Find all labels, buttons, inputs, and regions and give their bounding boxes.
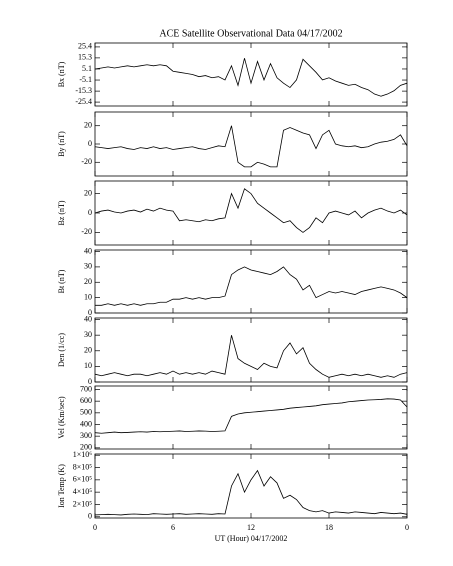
data-line bbox=[94, 398, 408, 434]
y-tick-label: 10 bbox=[84, 292, 92, 301]
panel-frame bbox=[94, 317, 408, 383]
y-tick-label: 0 bbox=[88, 308, 92, 317]
y-axis-label: Ion Temp (K) bbox=[57, 464, 66, 508]
panel-frame bbox=[94, 42, 408, 107]
y-axis-label: Vel (Km/sec) bbox=[57, 396, 66, 439]
y-tick-label: 4×10⁵ bbox=[73, 487, 93, 496]
y-axis-label: Den (1/cc) bbox=[57, 333, 66, 367]
x-tick-label: 6 bbox=[171, 523, 175, 532]
y-axis-label: Bz (nT) bbox=[57, 200, 66, 225]
y-tick-label: -5.1 bbox=[79, 75, 92, 84]
y-tick-label: 40 bbox=[84, 246, 92, 255]
y-tick-label: 15.3 bbox=[78, 53, 92, 62]
data-line bbox=[94, 58, 408, 97]
y-tick-label: 0 bbox=[88, 512, 92, 521]
y-tick-label: 30 bbox=[84, 330, 92, 339]
y-tick-label: 600 bbox=[80, 396, 92, 405]
x-tick-label: 18 bbox=[325, 523, 333, 532]
y-tick-label: 6×10⁵ bbox=[73, 475, 93, 484]
y-tick-label: -15.3 bbox=[75, 86, 92, 95]
y-tick-label: 10 bbox=[84, 361, 92, 370]
y-tick-label: 200 bbox=[80, 443, 92, 452]
y-tick-label: 8×10⁵ bbox=[73, 462, 93, 471]
x-tick-label: 0 bbox=[93, 523, 97, 532]
y-tick-label: 20 bbox=[84, 188, 92, 197]
y-tick-label: 20 bbox=[84, 346, 92, 355]
y-axis-label: Bx (nT) bbox=[57, 61, 66, 87]
data-line bbox=[95, 266, 408, 306]
y-tick-label: 0 bbox=[88, 139, 92, 148]
y-tick-label: -20 bbox=[81, 227, 92, 236]
data-line bbox=[94, 335, 408, 378]
panel-frame bbox=[94, 385, 408, 450]
y-axis-label: By (nT) bbox=[57, 131, 66, 157]
x-tick-label: 0 bbox=[405, 523, 409, 532]
panel-frame bbox=[94, 453, 408, 519]
chart-title: ACE Satellite Observational Data 04/17/2… bbox=[159, 28, 342, 39]
y-tick-label: -20 bbox=[81, 157, 92, 166]
y-axis-label: Bt (nT) bbox=[57, 269, 66, 293]
y-tick-label: 20 bbox=[84, 121, 92, 130]
y-tick-label: 300 bbox=[80, 431, 92, 440]
y-tick-label: 0 bbox=[88, 208, 92, 217]
y-tick-label: 1×10⁶ bbox=[73, 450, 93, 459]
y-tick-label: 40 bbox=[84, 314, 92, 323]
y-tick-label: 700 bbox=[80, 384, 92, 393]
y-tick-label: 20 bbox=[84, 277, 92, 286]
y-tick-label: 500 bbox=[80, 408, 92, 417]
y-tick-label: 25.4 bbox=[78, 42, 92, 51]
data-line bbox=[94, 469, 408, 516]
y-tick-label: 2×10⁵ bbox=[73, 499, 93, 508]
panel-frame bbox=[94, 249, 408, 314]
data-line bbox=[94, 125, 408, 168]
y-tick-label: 0 bbox=[88, 377, 92, 386]
y-tick-label: 30 bbox=[84, 262, 92, 271]
data-line bbox=[94, 188, 408, 233]
x-tick-label: 12 bbox=[247, 523, 255, 532]
y-tick-label: 5.1 bbox=[82, 64, 92, 73]
y-tick-label: -25.4 bbox=[75, 97, 92, 106]
panel-frame bbox=[94, 180, 408, 246]
x-axis-label: UT (Hour) 04/17/2002 bbox=[215, 534, 288, 543]
y-tick-label: 400 bbox=[80, 419, 92, 428]
